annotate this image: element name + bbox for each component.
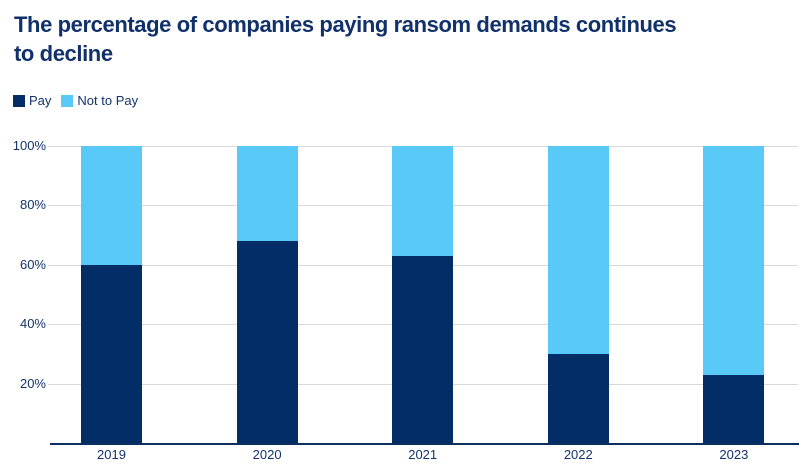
chart-title-line-1: The percentage of companies paying ranso… (14, 12, 677, 37)
chart-title: The percentage of companies paying ranso… (14, 10, 796, 68)
bar-segment-not-to-pay (392, 146, 453, 256)
y-axis-tick-label: 40% (19, 316, 46, 332)
bar-segment-pay (703, 375, 764, 443)
y-axis-tick-label: 20% (19, 375, 46, 391)
bar-segment-not-to-pay (237, 146, 298, 241)
x-axis-tick-label: 2021 (408, 447, 438, 462)
bar-segment-not-to-pay (703, 146, 764, 375)
x-axis-line (50, 443, 799, 445)
bar-segment-pay (81, 265, 142, 443)
legend-label-pay: Pay (29, 93, 52, 108)
legend-item-not-to-pay: Not to Pay (61, 94, 138, 107)
pay-swatch-icon (13, 94, 25, 107)
legend: Pay Not to Pay (13, 94, 138, 107)
bar-segment-not-to-pay (81, 146, 142, 265)
bar-segment-pay (548, 354, 609, 443)
x-axis-tick-label: 2022 (563, 447, 593, 462)
y-axis-tick-label: 100% (12, 138, 46, 153)
bar-segment-pay (392, 256, 453, 443)
legend-item-pay: Pay (13, 94, 51, 107)
x-axis-tick-label: 2020 (252, 447, 282, 462)
x-axis-tick-label: 2023 (719, 447, 749, 462)
y-axis-tick-label: 60% (19, 256, 46, 272)
bar-segment-pay (237, 241, 298, 443)
chart-title-line-2: to decline (14, 41, 113, 66)
y-axis-tick-label: 80% (19, 197, 46, 213)
x-axis-tick-label: 2019 (97, 447, 126, 462)
bar-segment-not-to-pay (548, 146, 609, 354)
legend-label-not-to-pay: Not to Pay (77, 93, 139, 108)
not-to-pay-swatch-icon (61, 94, 74, 107)
